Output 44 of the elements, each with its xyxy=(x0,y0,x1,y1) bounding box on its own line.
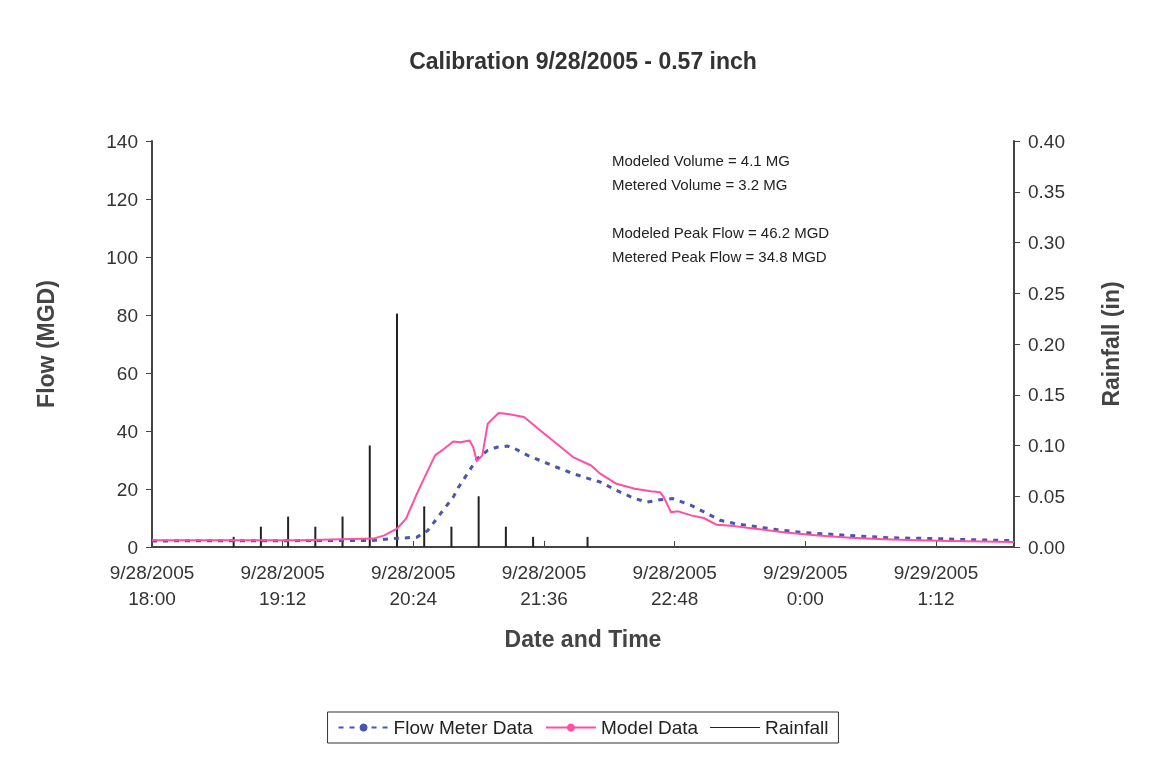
annotation: Modeled Volume = 4.1 MG xyxy=(612,152,791,169)
legend-label: Rainfall xyxy=(765,717,829,738)
bar xyxy=(368,445,371,547)
annotation: Modeled Peak Flow = 46.2 MGD xyxy=(612,224,830,241)
annotation: Metered Volume = 3.2 MG xyxy=(612,176,788,193)
line-series xyxy=(151,412,1015,544)
y-tick-label: 0 xyxy=(127,536,138,558)
x-tick-label: 9/29/2005 0:00 xyxy=(763,561,848,609)
bar xyxy=(504,526,507,547)
y2-tick-label: 0.40 xyxy=(1028,130,1065,152)
x-tick-label: 9/28/2005 22:48 xyxy=(632,561,717,609)
bar xyxy=(586,536,589,547)
y-tick-label: 140 xyxy=(106,130,138,152)
legend-label: Flow Meter Data xyxy=(393,717,534,738)
y2-tick-label: 0.20 xyxy=(1028,333,1065,355)
y2-tick-label: 0.35 xyxy=(1028,181,1065,203)
x-tick-label: 9/28/2005 21:36 xyxy=(501,561,587,609)
y2-axis-title: Rainfall (in) xyxy=(1097,281,1124,407)
bar xyxy=(477,496,480,547)
y-tick-label: 100 xyxy=(106,246,138,268)
y-axis-title: Flow (MGD) xyxy=(32,280,59,408)
bar xyxy=(450,526,453,547)
x-tick-label: 9/28/2005 20:24 xyxy=(371,561,456,609)
x-tick-label: 9/28/2005 19:12 xyxy=(240,561,325,609)
y-tick-label: 40 xyxy=(116,420,138,442)
y-tick-label: 60 xyxy=(116,362,138,384)
x-tick-label: 9/28/2005 18:00 xyxy=(109,561,195,609)
y2-tick-label: 0.05 xyxy=(1028,485,1065,507)
y2-tick-label: 0.00 xyxy=(1028,536,1065,558)
y-tick-label: 120 xyxy=(106,188,138,210)
bar xyxy=(395,313,398,547)
legend-label: Model Data xyxy=(600,717,699,738)
y-tick-label: 20 xyxy=(116,478,138,500)
y2-tick-label: 0.15 xyxy=(1028,384,1065,406)
y2-tick-label: 0.25 xyxy=(1028,282,1065,304)
bar xyxy=(423,506,426,547)
chart-title: Calibration 9/28/2005 - 0.57 inch xyxy=(409,47,757,74)
bar xyxy=(532,536,535,547)
y2-tick-label: 0.30 xyxy=(1028,232,1065,253)
y2-tick-label: 0.10 xyxy=(1028,435,1065,456)
x-axis-title: Date and Time xyxy=(504,625,662,652)
annotation: Metered Peak Flow = 34.8 MGD xyxy=(612,248,827,265)
y-tick-label: 80 xyxy=(116,304,138,326)
x-tick-label: 9/29/2005 1:12 xyxy=(893,561,979,609)
